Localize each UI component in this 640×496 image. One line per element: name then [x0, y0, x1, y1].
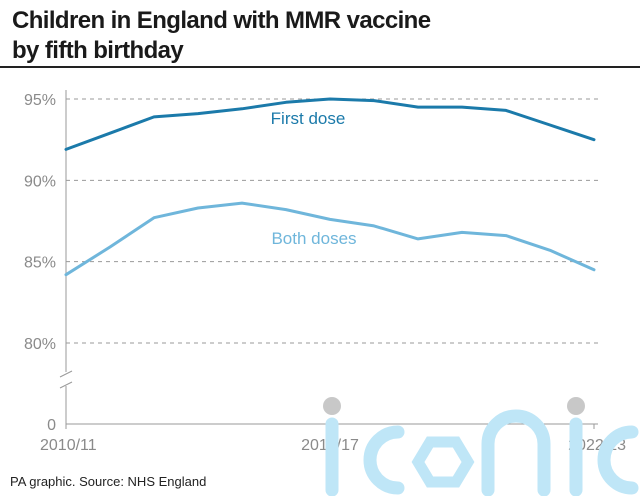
y-tick-label: 90% [24, 173, 56, 190]
y-tick-label: 95% [24, 92, 56, 109]
axis-break-mark [59, 370, 73, 389]
first-dose-label: First dose [271, 109, 346, 128]
watermark-letters [325, 409, 639, 496]
series-labels: First dose Both doses [271, 109, 357, 248]
y-tick-labels: 95% 90% 85% 80% 0 [24, 92, 56, 434]
y-tick-label: 85% [24, 255, 56, 272]
both-doses-line [64, 201, 596, 277]
chart-title: Children in England with MMR vaccine by … [12, 6, 572, 66]
watermark-hexagon [411, 436, 475, 488]
title-line-2: by fifth birthday [12, 37, 184, 64]
y-tick-label: 80% [24, 336, 56, 353]
both-doses-label: Both doses [271, 229, 356, 248]
title-divider [0, 66, 640, 68]
y-tick-label: 0 [47, 417, 56, 434]
x-tick-label: 2010/11 [40, 437, 97, 454]
series-lines [64, 97, 596, 277]
watermark-dot-right [567, 397, 585, 415]
source-note: PA graphic. Source: NHS England [10, 474, 207, 489]
first-dose-line [64, 97, 596, 151]
watermark-dot-left [323, 397, 341, 415]
title-line-1: Children in England with MMR vaccine [12, 7, 431, 34]
